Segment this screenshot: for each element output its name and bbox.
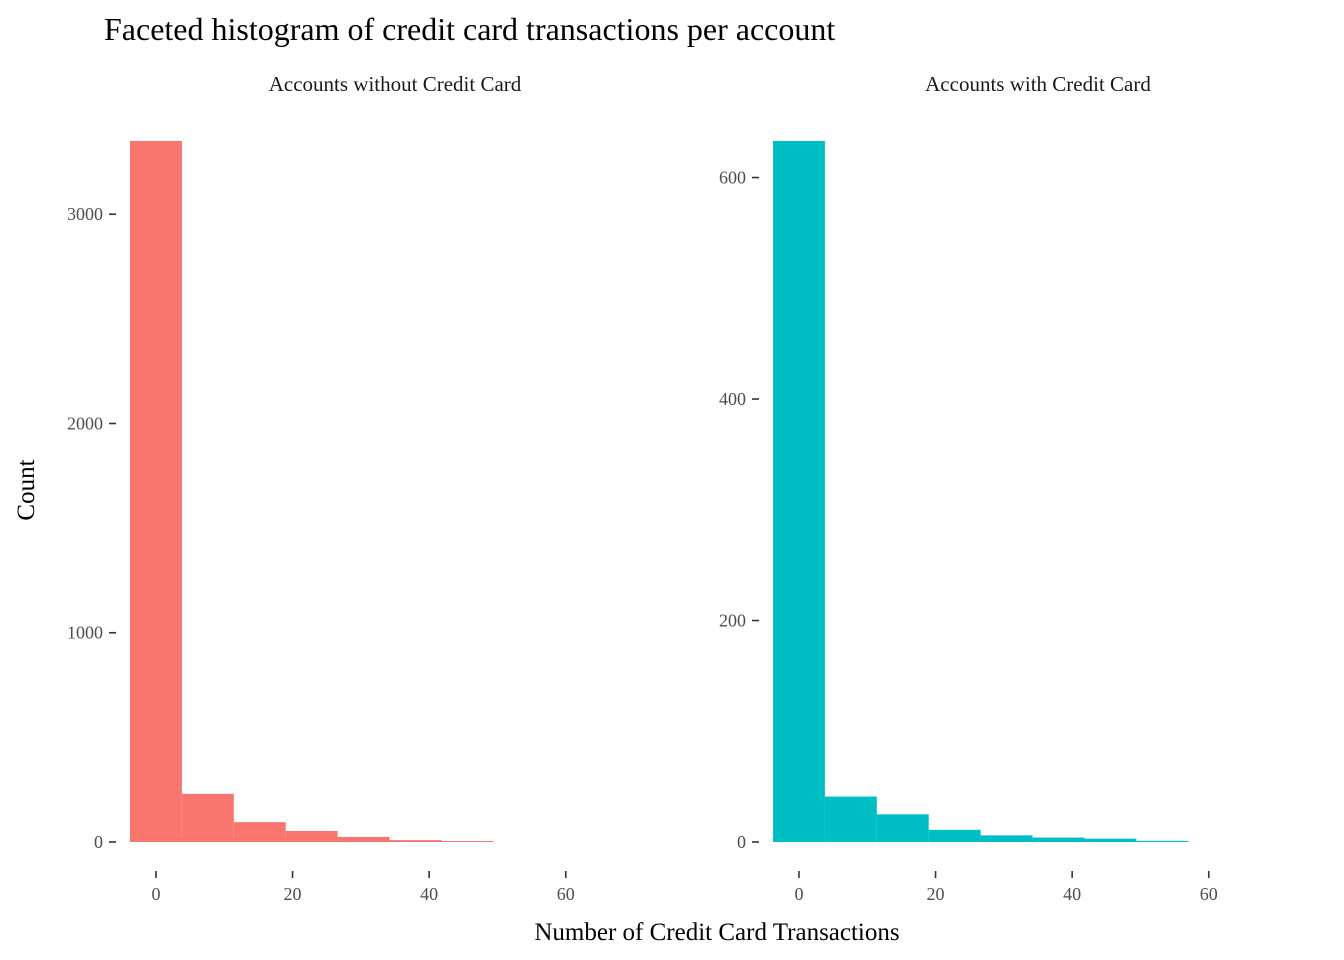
panel-1-bar-6 (389, 840, 442, 842)
panel-1-y-tick-label-1: 0 (94, 832, 103, 852)
panel-1-x-tick-label-2: 20 (284, 884, 302, 904)
panel-2-x-tick-label-2: 20 (927, 884, 945, 904)
panel-2-y-tick-label-3: 400 (719, 389, 746, 409)
panel-1-y-tick-label-3: 2000 (67, 413, 103, 433)
panel-1: Accounts without Credit Card 0 1000 2000 300… (67, 72, 575, 904)
panel-1-bar-3 (233, 822, 286, 842)
panel-2-bar-3 (876, 814, 929, 842)
panel-2-bar-6 (1032, 837, 1085, 842)
panel-2-y-tick-label-2: 200 (719, 611, 746, 631)
panel-1-bar-1 (130, 141, 182, 842)
panel-1-bar-5 (337, 836, 390, 842)
panel-2-bar-1 (773, 141, 825, 842)
panel-2-y-tick-label-4: 600 (719, 168, 746, 188)
panel-2-y-tick-label-1: 0 (737, 832, 746, 852)
panel-1-y-tick-label-4: 3000 (67, 204, 103, 224)
chart-panels: Accounts without Credit Card010002000300… (67, 72, 1218, 904)
x-axis-title: Number of Credit Card Transactions (534, 919, 899, 946)
panel-2: Accounts with Credit Card 0 200 400 600 0 20 40… (719, 72, 1218, 904)
panel-1-x-tick-label-1: 0 (151, 884, 160, 904)
panel-1-bar-7 (441, 841, 494, 842)
panel-2-x-tick-label-1: 0 (794, 884, 803, 904)
chart-title: Faceted histogram of credit card transac… (104, 11, 835, 47)
panel-2-bar-8 (1136, 840, 1189, 842)
panel-2-x-tick-label-3: 40 (1063, 884, 1081, 904)
panel-1-strip-label: Accounts without Credit Card (269, 72, 522, 96)
panel-2-bar-5 (980, 835, 1033, 842)
panel-1-bar-4 (285, 830, 338, 842)
panel-1-bar-2 (181, 793, 234, 842)
panel-2-x-tick-label-4: 60 (1200, 884, 1218, 904)
panel-2-strip-label: Accounts with Credit Card (925, 72, 1151, 96)
panel-2-bar-4 (928, 829, 981, 842)
y-axis-title: Count (13, 459, 40, 520)
panel-1-x-tick-label-3: 40 (420, 884, 438, 904)
panel-2-bar-7 (1084, 838, 1137, 842)
panel-2-bar-2 (824, 796, 877, 842)
panel-1-x-tick-label-4: 60 (557, 884, 575, 904)
panel-1-y-tick-label-2: 1000 (67, 623, 103, 643)
